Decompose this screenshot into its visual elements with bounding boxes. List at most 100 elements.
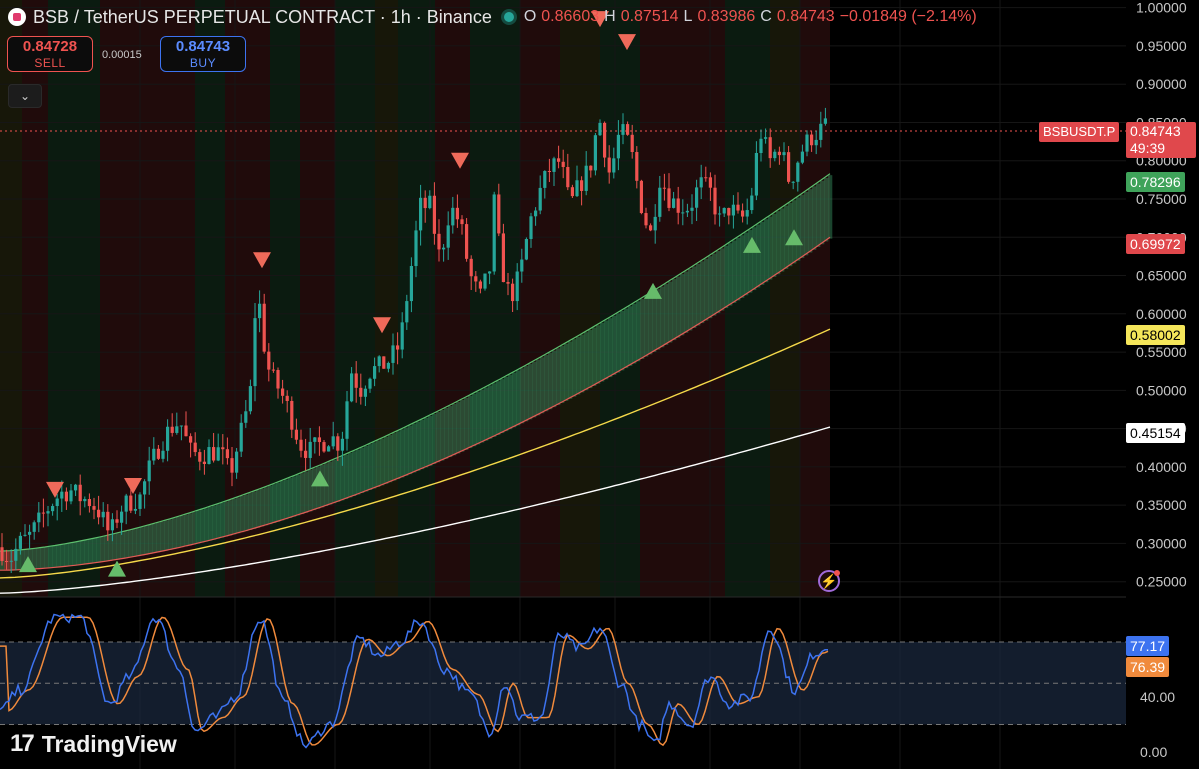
band-segment [628, 306, 633, 366]
symbol-title[interactable]: BSB / TetherUS PERPETUAL CONTRACT · 1h ·… [33, 6, 492, 27]
band-segment [800, 194, 805, 259]
candle-body [718, 213, 722, 215]
band-segment [784, 205, 789, 269]
band-segment [88, 539, 93, 564]
band-segment [36, 548, 41, 569]
price-tick-label: 0.90000 [1136, 76, 1187, 92]
band-segment [168, 519, 173, 550]
band-segment [200, 509, 205, 543]
collapse-legend-button[interactable]: ⌄ [8, 84, 42, 108]
candle-body [74, 484, 78, 491]
candle-body [106, 511, 110, 531]
candle-body [428, 195, 432, 209]
candle-body [768, 137, 772, 159]
candle-body [437, 233, 441, 250]
candle-body [630, 134, 634, 153]
stoch-d-tag: 76.39 [1126, 657, 1170, 677]
candle-body [317, 437, 321, 443]
price-tick-label: 0.95000 [1136, 38, 1187, 54]
stoch-d-line [0, 616, 829, 747]
band-segment [776, 211, 781, 275]
green-band-tag: 0.78296 [1126, 172, 1185, 192]
band-segment [540, 357, 545, 414]
candle-body [612, 158, 616, 173]
band-segment [472, 393, 477, 447]
band-segment [100, 536, 105, 563]
buy-button[interactable]: 0.84743 BUY [160, 36, 246, 72]
candle-body [478, 281, 482, 289]
buy-signal-marker [311, 470, 329, 487]
tradingview-logo[interactable]: 17 TradingView [10, 730, 177, 758]
price-tick-label: 0.30000 [1136, 535, 1187, 551]
candle-body [414, 230, 418, 267]
candle-body [681, 212, 685, 214]
band-segment [772, 213, 777, 277]
band-segment [816, 183, 821, 248]
band-segment [184, 514, 189, 547]
market-status-icon[interactable] [503, 12, 514, 22]
sell-signal-marker [46, 481, 64, 498]
candle-body [451, 207, 455, 226]
stripe [520, 0, 560, 597]
price-axis[interactable]: 1.000000.950000.900000.850000.800000.750… [1136, 0, 1187, 590]
candle-body [800, 151, 804, 163]
candle-body [722, 207, 726, 214]
candle-body [133, 508, 137, 511]
candle-body [221, 447, 225, 450]
band-segment [344, 454, 349, 499]
candle-body [175, 426, 179, 433]
stripe [770, 0, 800, 597]
band-segment [616, 313, 621, 373]
band-segment [812, 186, 817, 250]
band-segment [548, 352, 553, 410]
candle-body [5, 561, 9, 563]
band-segment [300, 473, 305, 515]
candle-body [138, 494, 142, 509]
candle-body [626, 124, 630, 135]
band-segment [684, 271, 689, 333]
price-tick-label: 0.25000 [1136, 574, 1187, 590]
buy-signal-marker [785, 229, 803, 246]
band-segment [592, 327, 597, 386]
lightning-alert-icon[interactable]: ⚡ [818, 570, 840, 592]
candle-body [41, 512, 45, 514]
band-segment [304, 471, 309, 513]
stripe [270, 0, 300, 597]
band-segment [244, 494, 249, 532]
candle-body [405, 301, 409, 323]
band-segment [124, 531, 129, 559]
band-segment [660, 286, 665, 348]
band-segment [252, 491, 257, 529]
candle-body [239, 422, 243, 452]
band-segment [576, 336, 581, 395]
band-segment [64, 543, 69, 567]
band-segment [196, 510, 201, 544]
band-segment [204, 508, 209, 542]
candle-body [814, 139, 818, 146]
candle-body [754, 153, 758, 196]
price-tick-label: 0.55000 [1136, 344, 1187, 360]
candle-body [147, 460, 151, 482]
price-tick-label: 0.35000 [1136, 497, 1187, 513]
band-segment [52, 545, 57, 568]
candle-body [400, 322, 404, 350]
candle-body [110, 519, 114, 531]
band-segment [408, 425, 413, 475]
candle-body [290, 400, 294, 430]
sell-signal-marker [124, 478, 142, 495]
candle-body [14, 548, 18, 561]
sell-signal-marker [591, 11, 609, 28]
band-segment [436, 411, 441, 463]
candle-body [198, 452, 202, 462]
candle-body [432, 195, 436, 234]
sell-button[interactable]: 0.84728 SELL [7, 36, 93, 72]
band-segment [336, 458, 341, 502]
candle-body [244, 411, 248, 423]
candle-body [60, 491, 64, 499]
candle-body [796, 162, 800, 182]
stripe [0, 0, 22, 597]
candle-body [423, 197, 427, 209]
candle-body [695, 187, 699, 208]
band-segment [560, 346, 565, 403]
